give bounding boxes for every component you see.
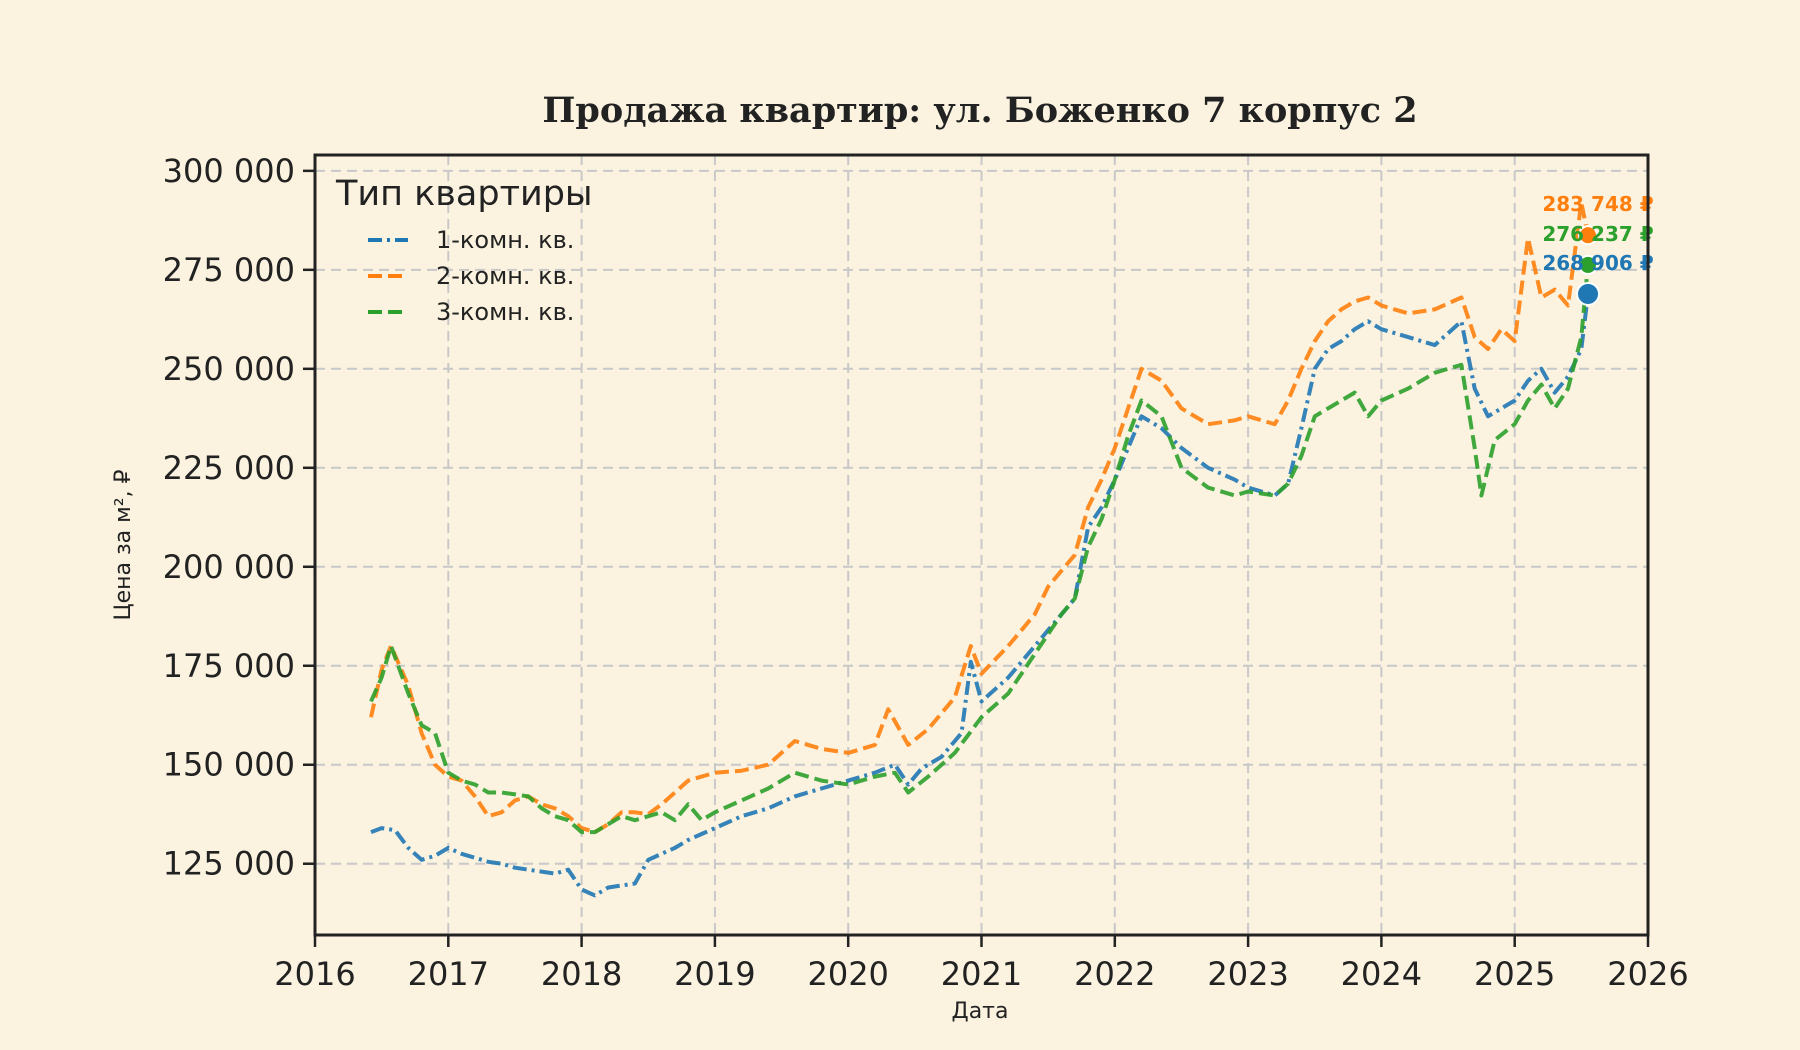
y-tick-label: 200 000 [163,548,295,586]
x-tick-label: 2018 [541,955,622,993]
x-tick-label: 2017 [408,955,489,993]
series-lines [369,200,1590,898]
chart-title: Продажа квартир: ул. Боженко 7 корпус 2 [542,90,1417,131]
y-axis-label: Цена за м², ₽ [111,469,136,620]
y-tick-label: 225 000 [163,449,295,487]
end-value-label: 283 748 ₽ [1542,192,1653,216]
series-line-1 [370,293,1590,898]
legend-entry: 1-комн. кв. [436,226,574,254]
x-tick-label: 2020 [807,955,888,993]
end-markers: 283 748 ₽ 276 237 ₽ 268 906 ₽ [1542,192,1654,306]
x-tick-label: 2026 [1607,955,1688,993]
x-tick-label: 2025 [1474,955,1555,993]
y-tick-label: 275 000 [163,251,295,289]
y-axis: 125 000 150 000 175 000 200 000 225 000 250 0… [163,152,315,883]
x-tick-label: 2016 [274,955,355,993]
legend-title: Тип квартиры [335,174,593,214]
grid [315,155,1648,935]
x-axis: 2016 2017 2018 2019 2020 2021 2022 2023 2024 2025… [274,935,1689,993]
end-marker [1578,254,1599,275]
end-value-label: 276 237 ₽ [1542,222,1653,246]
end-marker [1576,281,1601,306]
end-value-label: 268 906 ₽ [1542,251,1653,275]
legend-entry: 3-комн. кв. [436,298,574,326]
y-tick-label: 175 000 [163,647,295,685]
y-tick-label: 300 000 [163,152,295,190]
y-tick-label: 150 000 [163,746,295,784]
legend-entry: 2-комн. кв. [436,262,574,290]
x-tick-label: 2024 [1341,955,1422,993]
x-tick-label: 2019 [674,955,755,993]
x-tick-label: 2021 [941,955,1022,993]
y-tick-label: 250 000 [163,350,295,388]
x-tick-label: 2023 [1207,955,1288,993]
series-line-2 [369,200,1590,835]
x-tick-label: 2022 [1074,955,1155,993]
y-tick-label: 125 000 [163,845,295,883]
end-marker [1578,225,1599,246]
series-line-3 [369,264,1590,835]
legend: Тип квартиры 1-комн. кв. 2-комн. кв. 3-ком… [335,174,593,326]
x-axis-label: Дата [952,999,1009,1024]
